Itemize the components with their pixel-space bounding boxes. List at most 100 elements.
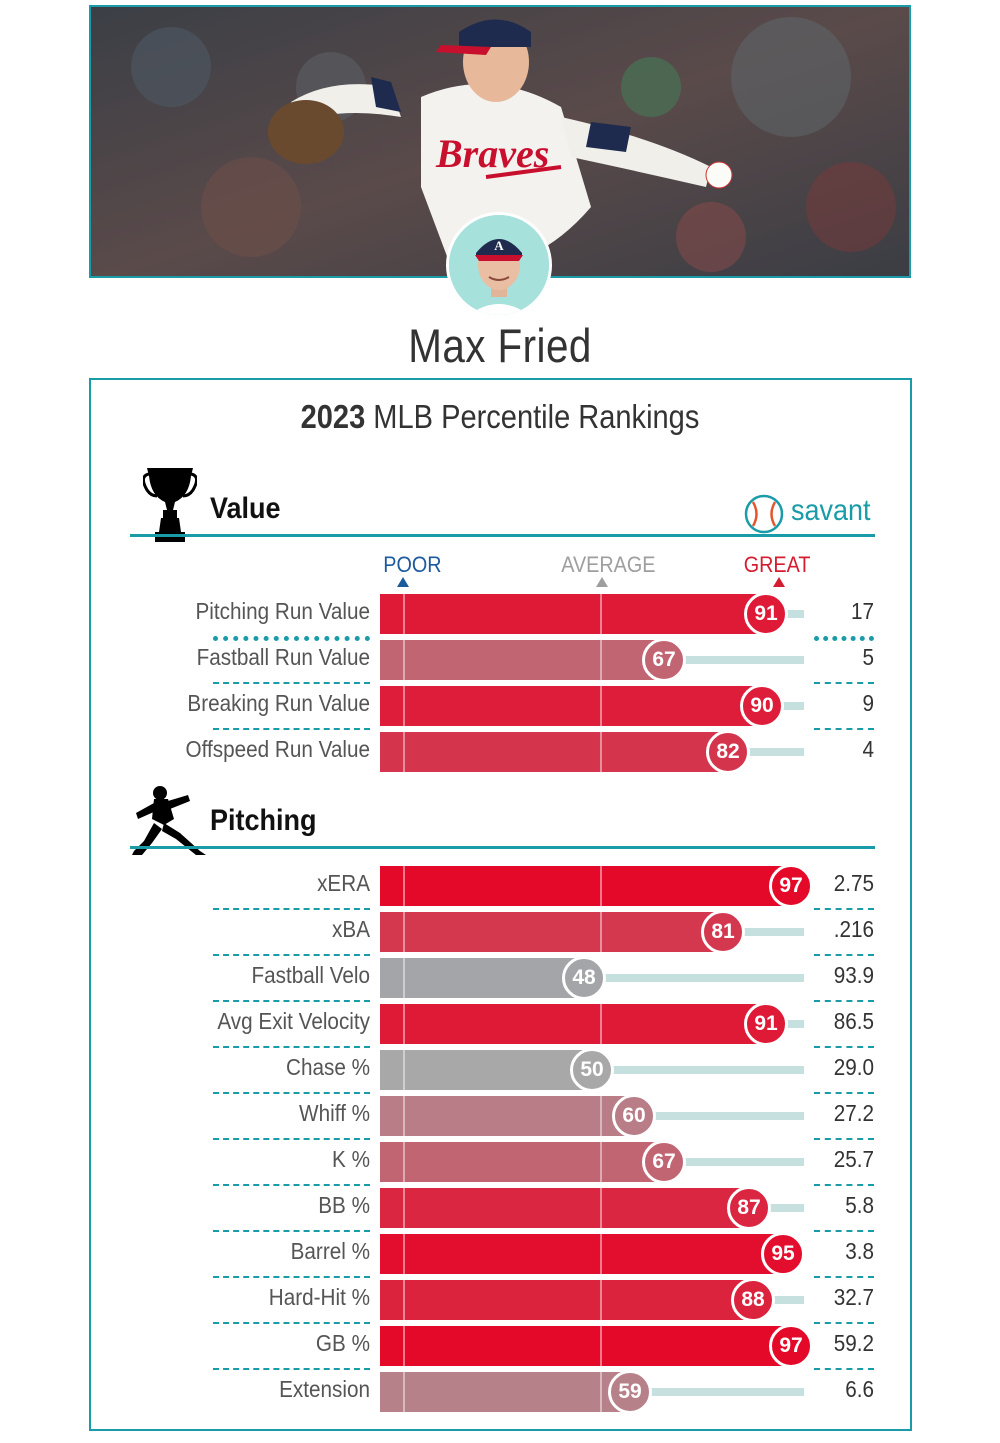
metric-label: Offspeed Run Value: [185, 736, 370, 762]
metric-label: GB %: [315, 1330, 370, 1356]
percentile-bubble: 59: [608, 1370, 652, 1414]
savant-logo-text: savant: [791, 494, 871, 527]
metric-label: K %: [332, 1146, 370, 1172]
percentile-bar: [380, 1372, 630, 1412]
metric-label: Chase %: [286, 1054, 370, 1080]
percentile-track: [723, 928, 804, 936]
percentile-bubble: 90: [740, 684, 784, 728]
percentile-bubble: 97: [769, 1324, 813, 1368]
row-separator: [213, 1092, 370, 1094]
percentile-track: [634, 1112, 804, 1120]
metric-label: Pitching Run Value: [195, 598, 370, 624]
percentile-bar: [380, 1280, 753, 1320]
percentile-card: [89, 378, 912, 1431]
row-separator: [213, 1000, 370, 1002]
percentile-bubble: 82: [706, 730, 750, 774]
average-guide: [600, 1280, 602, 1320]
percentile-bubble: 95: [761, 1232, 805, 1276]
row-separator: [213, 1046, 370, 1048]
player-headshot: A: [446, 212, 552, 318]
scale-label-great: GREAT: [743, 552, 811, 577]
row-separator: [213, 728, 370, 730]
percentile-bubble: 91: [744, 592, 788, 636]
metric-label: Whiff %: [299, 1100, 370, 1126]
poor-guide: [403, 912, 405, 952]
percentile-bubble: 91: [744, 1002, 788, 1046]
row-separator: [814, 1046, 874, 1048]
percentile-bar: [380, 912, 723, 952]
average-guide: [600, 1004, 602, 1044]
row-separator: [814, 1276, 874, 1278]
metric-label: Fastball Velo: [251, 962, 370, 988]
metric-value: 17: [850, 598, 874, 624]
percentile-bar: [380, 1096, 634, 1136]
row-separator: [814, 1322, 874, 1324]
row-separator: [814, 636, 874, 641]
card-title: 2023 MLB Percentile Rankings: [60, 398, 940, 436]
metric-value: 6.6: [845, 1376, 874, 1402]
metric-label: xBA: [332, 916, 370, 942]
poor-guide: [403, 1326, 405, 1366]
percentile-bubble: 87: [727, 1186, 771, 1230]
percentile-track: [592, 1066, 804, 1074]
percentile-bubble: 88: [731, 1278, 775, 1322]
average-guide: [600, 866, 602, 906]
metric-label: Breaking Run Value: [187, 690, 370, 716]
metric-label: BB %: [318, 1192, 370, 1218]
percentile-bubble: 97: [769, 864, 813, 908]
average-guide: [600, 732, 602, 772]
pitcher-icon: [130, 785, 210, 862]
poor-guide: [403, 686, 405, 726]
row-separator: [814, 954, 874, 956]
metric-value: 5.8: [845, 1192, 874, 1218]
percentile-bar: [380, 1234, 783, 1274]
scale-label-poor: POOR: [383, 552, 442, 577]
percentile-bar: [380, 1326, 791, 1366]
trophy-icon: [142, 466, 198, 549]
poor-guide: [403, 1050, 405, 1090]
poor-guide: [403, 866, 405, 906]
percentile-track: [630, 1388, 804, 1396]
percentile-bar: [380, 686, 762, 726]
average-guide: [600, 1234, 602, 1274]
poor-marker-icon: [397, 577, 409, 587]
percentile-bar: [380, 1142, 664, 1182]
percentile-track: [584, 974, 804, 982]
percentile-bubble: 67: [642, 1140, 686, 1184]
row-separator: [213, 1322, 370, 1324]
svg-text:Braves: Braves: [435, 131, 549, 176]
percentile-track: [728, 748, 804, 756]
poor-guide: [403, 958, 405, 998]
metric-value: 9: [862, 690, 874, 716]
percentile-bar: [380, 1050, 592, 1090]
row-separator: [814, 1092, 874, 1094]
row-separator: [814, 1184, 874, 1186]
metric-value: 27.2: [833, 1100, 874, 1126]
metric-value: 4: [862, 736, 874, 762]
percentile-track: [664, 1158, 804, 1166]
metric-value: 59.2: [833, 1330, 874, 1356]
metric-value: 5: [862, 644, 874, 670]
row-separator: [213, 1138, 370, 1140]
percentile-bubble: 60: [612, 1094, 656, 1138]
metric-label: xERA: [317, 870, 370, 896]
metric-label: Avg Exit Velocity: [217, 1008, 370, 1034]
row-separator: [213, 1368, 370, 1370]
poor-guide: [403, 1234, 405, 1274]
metric-value: 2.75: [833, 870, 874, 896]
percentile-bubble: 67: [642, 638, 686, 682]
metric-label: Barrel %: [290, 1238, 370, 1264]
scale-label-average: AVERAGE: [561, 552, 656, 577]
average-guide: [600, 1142, 602, 1182]
metric-label: Extension: [279, 1376, 370, 1402]
row-separator: [213, 636, 370, 641]
poor-guide: [403, 1280, 405, 1320]
metric-value: 32.7: [833, 1284, 874, 1310]
row-separator: [814, 682, 874, 684]
average-guide: [600, 912, 602, 952]
percentile-track: [749, 1204, 804, 1212]
percentile-bubble: 48: [562, 956, 606, 1000]
percentile-bar: [380, 594, 766, 634]
average-guide: [600, 594, 602, 634]
percentile-bubble: 50: [570, 1048, 614, 1092]
